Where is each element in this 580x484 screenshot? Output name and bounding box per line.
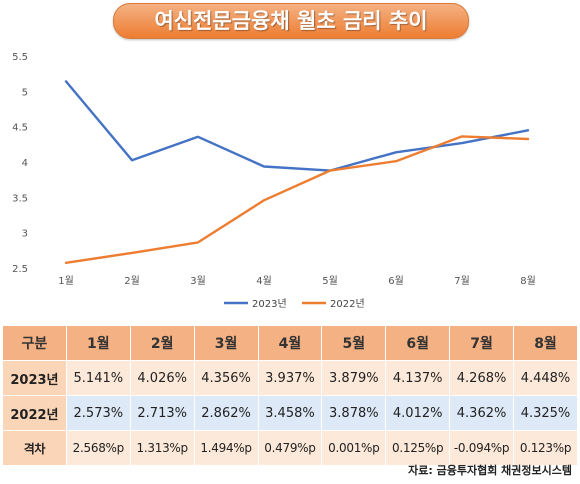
y-tick-label: 4.5 [12,123,28,134]
x-tick-label: 6월 [388,275,404,287]
table-cell: 4.026% [129,360,195,396]
series-line [64,135,530,265]
source-note: 자료: 금융투자협회 채권정보시스템 [408,464,572,477]
row-label: 2022년 [2,395,67,431]
y-tick-label: 5 [22,87,28,98]
table-cell: 2.713% [129,395,195,431]
table-cell: 3.937% [257,360,323,396]
chart-title: 여신전문금융채 월초 금리 추이 [154,9,428,33]
x-tick-label: 7월 [454,275,470,287]
table-header-cell: 구분 [2,325,67,361]
x-tick-label: 5월 [322,275,338,287]
table-cell: 0.001%p [321,430,387,466]
table-header-cell: 6월 [385,325,451,361]
y-tick-label: 4 [22,158,28,169]
table-cell: 0.123%p [513,430,578,466]
table-cell: 4.012% [385,395,451,431]
x-tick-label: 1월 [58,275,74,287]
row-label: 격차 [2,430,67,466]
table-cell: -0.094%p [449,430,514,466]
x-tick-label: 4월 [256,275,272,287]
table-cell: 1.313%p [129,430,195,466]
table-row: 2022년 2.573% 2.713% 2.862% 3.458% 3.878%… [2,395,578,431]
x-tick-label: 8월 [520,275,536,287]
line-chart: 2.5 3 3.5 4 4.5 5 5.5 1월 2월 3월 4월 5월 6월 7월 8월 2023년 2022… [12,52,536,310]
table-cell: 2.573% [65,395,131,431]
table-cell: 4.137% [385,360,451,396]
y-tick-label: 3.5 [12,193,28,204]
legend-label: 2022년 [330,298,365,310]
table-header-cell: 3월 [193,325,259,361]
data-table: 구분 1월 2월 3월 4월 5월 6월 7월 8월 2023년 5.141% … [2,325,578,466]
table-row: 격차 2.568%p 1.313%p 1.494%p 0.479%p 0.001… [2,430,578,466]
table-cell: 0.125%p [385,430,451,466]
series-line [64,80,530,172]
table-cell: 2.568%p [65,430,131,466]
table-cell: 0.479%p [257,430,323,466]
table-cell: 2.862% [193,395,259,431]
table-cell: 4.448% [513,360,578,396]
table-header-cell: 8월 [513,325,578,361]
table-cell: 4.362% [449,395,514,431]
table-row: 2023년 5.141% 4.026% 4.356% 3.937% 3.879%… [2,360,578,396]
x-tick-label: 3월 [190,275,206,287]
table-cell: 4.356% [193,360,259,396]
table-cell: 3.879% [321,360,387,396]
table-cell: 3.878% [321,395,387,431]
table-header-cell: 1월 [65,325,131,361]
row-label: 2023년 [2,360,67,396]
y-tick-label: 5.5 [12,52,28,63]
y-tick-label: 2.5 [12,264,28,275]
x-tick-label: 2월 [124,275,140,287]
table-cell: 3.458% [257,395,323,431]
table-header-cell: 5월 [321,325,387,361]
table-cell: 5.141% [65,360,131,396]
y-tick-label: 3 [22,229,28,240]
table-header-cell: 2월 [129,325,195,361]
title-pill: 여신전문금융채 월초 금리 추이 [113,3,469,39]
table-cell: 1.494%p [193,430,259,466]
legend-label: 2023년 [252,298,287,310]
table-cell: 4.325% [513,395,578,431]
table-cell: 4.268% [449,360,514,396]
table-header-cell: 4월 [257,325,323,361]
table-header-row: 구분 1월 2월 3월 4월 5월 6월 7월 8월 [2,325,578,361]
table-header-cell: 7월 [449,325,514,361]
title-banner: 여신전문금융채 월초 금리 추이 [0,0,580,44]
